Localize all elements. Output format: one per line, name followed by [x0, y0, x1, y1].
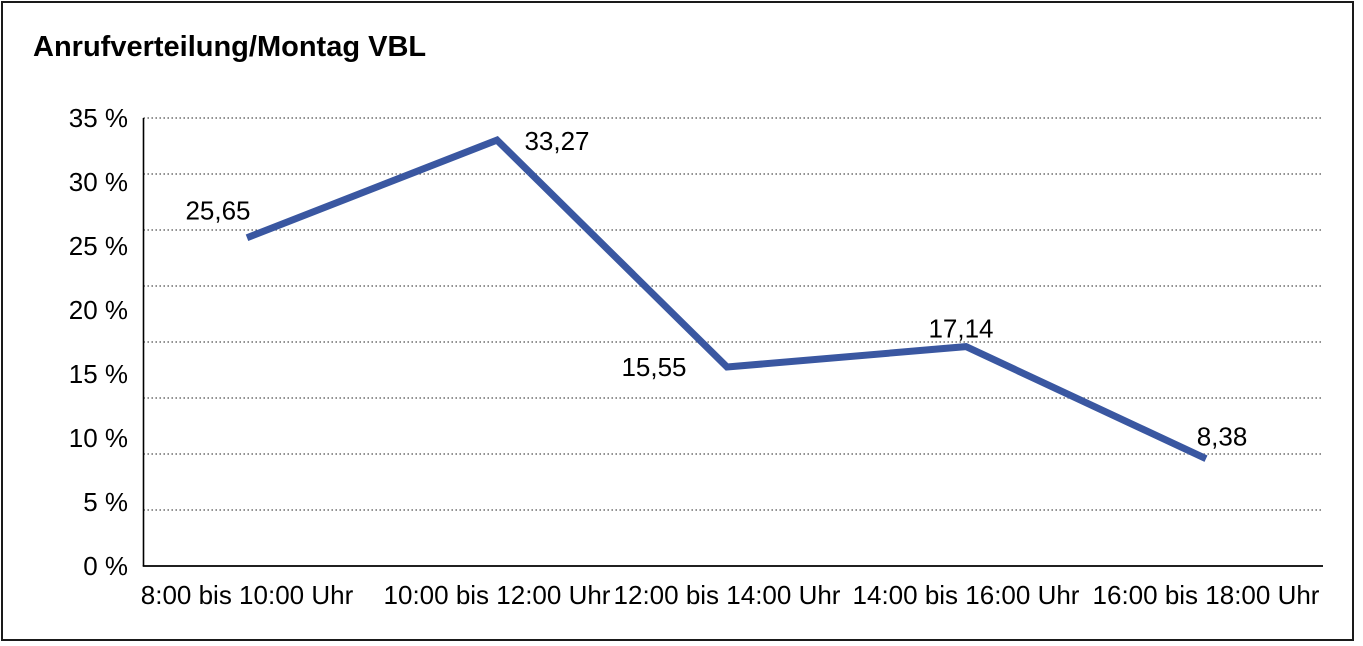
- point-value-label: 15,55: [621, 352, 686, 382]
- point-value-label: 17,14: [928, 314, 993, 344]
- y-tick-label: 15 %: [69, 359, 128, 389]
- x-category-label: 14:00 bis 16:00 Uhr: [853, 580, 1080, 610]
- point-value-label: 33,27: [524, 126, 589, 156]
- x-category-label: 8:00 bis 10:00 Uhr: [141, 580, 354, 610]
- x-category-label: 12:00 bis 14:00 Uhr: [614, 580, 841, 610]
- y-tick-label: 5 %: [83, 487, 128, 517]
- y-tick-label: 20 %: [69, 295, 128, 325]
- y-tick-label: 0 %: [83, 551, 128, 581]
- y-tick-label: 35 %: [69, 103, 128, 133]
- y-tick-label: 30 %: [69, 167, 128, 197]
- x-category-label: 10:00 bis 12:00 Uhr: [384, 580, 611, 610]
- point-value-label: 25,65: [185, 196, 250, 226]
- chart-title: Anrufverteilung/Montag VBL: [33, 31, 427, 63]
- point-value-label: 8,38: [1197, 422, 1248, 452]
- y-tick-label: 10 %: [69, 423, 128, 453]
- x-category-label: 16:00 bis 18:00 Uhr: [1093, 580, 1320, 610]
- data-line: [245, 136, 1208, 462]
- y-tick-label: 25 %: [69, 231, 128, 261]
